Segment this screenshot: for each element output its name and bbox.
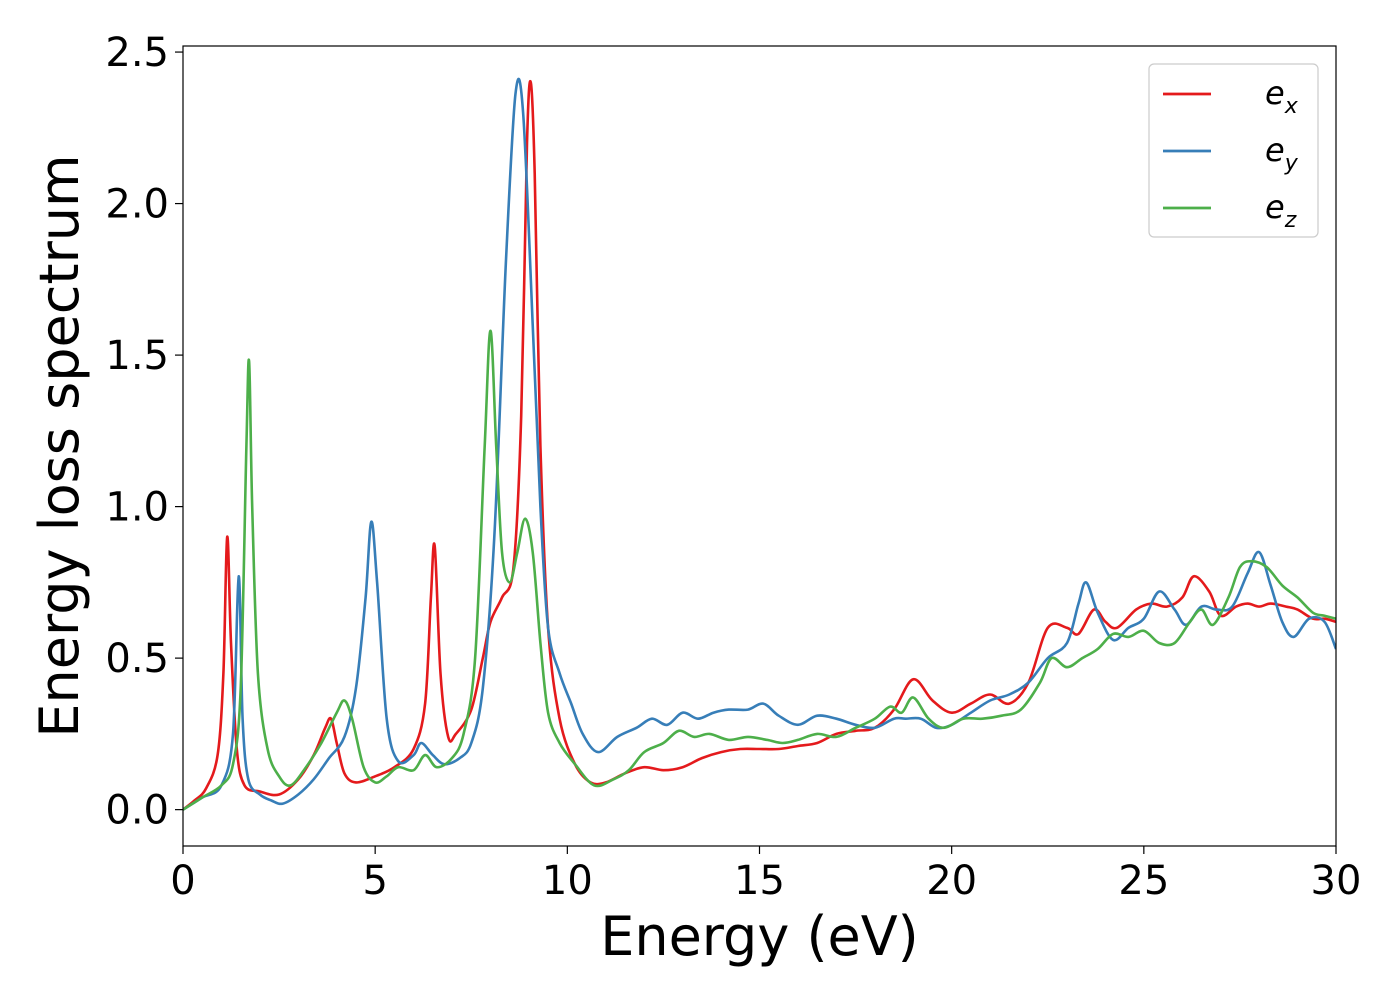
legend-label-z: ez (1265, 188, 1297, 233)
legend-label-x: ex (1265, 74, 1299, 119)
series-line-y (183, 77, 1336, 811)
x-tick-label: 10 (542, 858, 593, 904)
x-axis-title: Energy (eV) (600, 905, 919, 968)
y-tick-label: 1.0 (105, 485, 169, 531)
y-tick-label: 2.5 (105, 30, 169, 76)
legend-label-y: ey (1265, 131, 1299, 176)
x-tick-label: 5 (362, 858, 387, 904)
x-tick-label: 30 (1311, 858, 1362, 904)
y-tick-label: 0.5 (105, 636, 169, 682)
y-tick-label: 1.5 (105, 333, 169, 379)
x-tick-label: 20 (926, 858, 977, 904)
y-axis-title: Energy loss spectrum (28, 154, 91, 737)
plot-lines (183, 77, 1336, 811)
legend: ex ey ez (1148, 63, 1319, 238)
legend-box (1148, 63, 1319, 238)
y-tick-label: 2.0 (105, 182, 169, 228)
x-tick-label: 15 (734, 858, 785, 904)
y-axis: 0.0 0.5 1.0 1.5 2.0 2.5 (105, 30, 183, 834)
x-axis: 0 5 10 15 20 25 30 (170, 846, 1361, 904)
x-tick-label: 25 (1118, 858, 1169, 904)
series-line-z (183, 329, 1336, 811)
y-tick-label: 0.0 (105, 788, 169, 834)
x-tick-label: 0 (170, 858, 195, 904)
